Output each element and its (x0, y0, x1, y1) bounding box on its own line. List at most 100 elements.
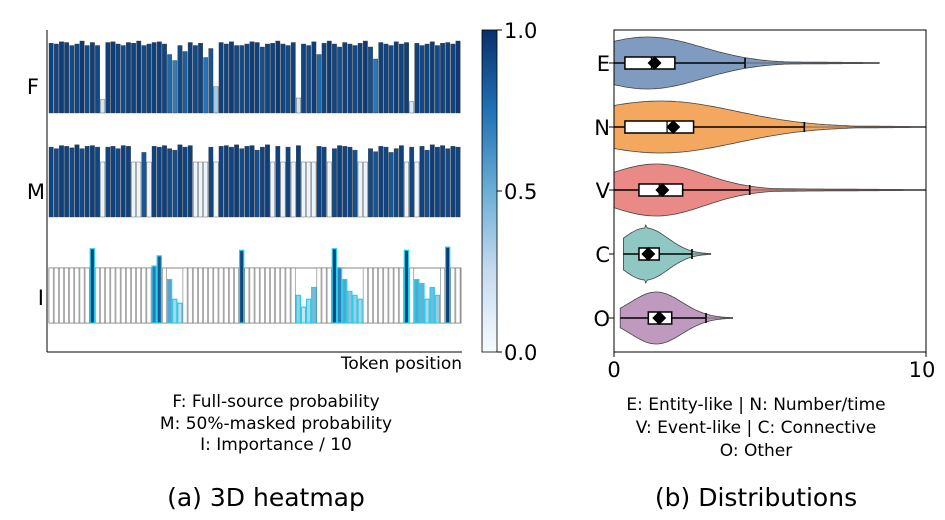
heatmap-bar-F (172, 60, 178, 114)
heatmap-bar-F (285, 45, 291, 114)
heatmap-bar-M (455, 146, 461, 218)
heatmap-bar-F (383, 43, 389, 114)
heatmap-bar-M (100, 161, 106, 218)
violin-caption: (b) Distributions (655, 483, 857, 512)
heatmap-bar-I (182, 267, 188, 324)
heatmap-bar-I (290, 267, 296, 324)
heatmap-bar-F (419, 45, 425, 114)
heatmap-bar-M (223, 145, 229, 218)
heatmap-x-label: Token position (340, 354, 462, 374)
heatmap-bar-M (321, 146, 327, 218)
heatmap-bar-I (141, 267, 147, 324)
heatmap-bar-M (234, 144, 239, 218)
heatmap-bar-F (275, 40, 281, 114)
heatmap-bar-I (208, 267, 214, 324)
colorbar-label-mid: 0.5 (504, 180, 537, 204)
heatmap-bar-I (259, 267, 265, 324)
heatmap-bar-M (249, 145, 255, 218)
violin-plot-frame (613, 29, 927, 353)
heatmap-bar-M (280, 161, 286, 218)
heatmap-bar-F (126, 42, 131, 114)
heatmap-bar-I (357, 298, 363, 324)
heatmap-bar-I (429, 286, 435, 324)
heatmap-bar-M (424, 149, 430, 218)
heatmap-bar-M (167, 148, 173, 218)
heatmap-bar-M (409, 146, 415, 218)
heatmap-bar-M (373, 151, 379, 218)
heatmap-bar-F (332, 43, 337, 114)
heatmap-panel: F M I Token position 1.0 0.5 0.0 F: Full… (27, 19, 538, 512)
heatmap-bar-M (84, 146, 90, 218)
heatmap-bar-M (218, 146, 224, 218)
violin-category-label: C (595, 243, 610, 267)
heatmap-bar-F (162, 43, 167, 114)
heatmap-bar-F (306, 45, 312, 114)
heatmap-bar-F (326, 40, 332, 114)
heatmap-bar-I (336, 267, 343, 324)
heatmap-bar-M (296, 145, 301, 218)
heatmap-bar-F (435, 45, 440, 114)
heatmap-bar-I (110, 267, 116, 324)
heatmap-bar-F (352, 45, 358, 114)
heatmap-bar-M (182, 146, 188, 218)
heatmap-bar-I (84, 267, 90, 324)
heatmap-bar-M (326, 161, 332, 218)
heatmap-bar-F (316, 54, 322, 114)
heatmap-bar-I (444, 246, 451, 324)
heatmap-bar-I (192, 267, 198, 324)
heatmap-bar-M (368, 148, 373, 218)
heatmap-bar-M (156, 146, 162, 218)
heatmap-bar-I (203, 267, 209, 324)
heatmap-bar-F (265, 43, 270, 114)
heatmap-bar-I (89, 248, 96, 324)
heatmap-bar-I (409, 267, 415, 324)
heatmap-bar-I (115, 267, 121, 324)
heatmap-bar-F (74, 43, 80, 114)
violin-category-label: V (596, 179, 611, 203)
heatmap-bar-M (172, 149, 178, 218)
heatmap-bar-M (435, 146, 440, 218)
heatmap-bar-F (455, 40, 461, 114)
violin-category-label: N (594, 116, 610, 140)
heatmap-bar-M (115, 148, 121, 218)
heatmap-bar-I (280, 267, 286, 324)
heatmap-bar-M (270, 161, 276, 218)
heatmap-bar-M (136, 161, 142, 218)
heatmap-bar-I (254, 267, 260, 324)
heatmap-bar-F (89, 42, 95, 114)
violin-C (623, 224, 712, 284)
heatmap-bar-I (383, 267, 389, 324)
heatmap-bar-M (414, 161, 420, 218)
row-label-f: F (27, 75, 39, 99)
heatmap-bar-I (100, 267, 106, 324)
heatmap-bar-F (270, 43, 276, 114)
heatmap-bar-I (125, 267, 131, 324)
heatmap-bar-I (131, 267, 136, 324)
heatmap-bar-F (110, 41, 116, 114)
heatmap-bar-I (403, 249, 410, 324)
heatmap-bar-M (259, 146, 265, 218)
heatmap-bar-I (388, 267, 394, 324)
violin-legend-line-3: O: Other (720, 441, 792, 461)
heatmap-bar-M (419, 146, 425, 218)
heatmap-bar-M (429, 144, 435, 218)
violin-V (614, 163, 926, 217)
heatmap-bar-I (105, 267, 111, 324)
heatmap-bar-I (223, 267, 229, 324)
heatmap-bar-M (151, 146, 157, 218)
heatmap-bar-M (69, 147, 75, 218)
heatmap-bar-F (362, 40, 368, 114)
heatmap-bar-F (414, 43, 420, 114)
heatmap-bar-F (280, 43, 286, 114)
heatmap-bar-F (203, 57, 209, 114)
heatmap-bar-I (440, 267, 445, 324)
heatmap-bar-I (378, 267, 384, 324)
heatmap-bar-I (305, 298, 312, 324)
heatmap-bar-F (198, 43, 203, 114)
heatmap-bar-I (311, 286, 317, 324)
heatmap-bar-I (316, 267, 322, 324)
violin-category-label: E (597, 52, 610, 76)
heatmap-bar-F (404, 42, 409, 114)
heatmap-bar-M (357, 161, 363, 218)
heatmap-bar-M (48, 146, 54, 218)
